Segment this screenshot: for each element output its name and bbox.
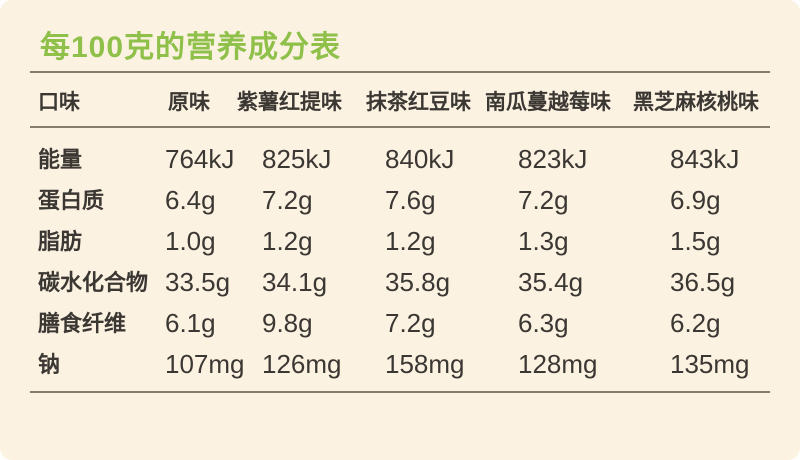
table-body: 能量 764kJ 825kJ 840kJ 823kJ 843kJ 蛋白质 6.4… [0, 128, 800, 385]
cell-value: 36.5g [670, 267, 736, 297]
cell-value: 33.5g [165, 267, 231, 297]
column-header-original: 原味 [168, 91, 210, 114]
cell-value: 1.0g [165, 226, 216, 256]
cell-value: 843kJ [670, 144, 740, 174]
cell-value: 35.8g [385, 267, 451, 297]
table-row-sodium: 钠 107mg 126mg 158mg 128mg 135mg [0, 344, 800, 385]
table-title: 每100克的营养成分表 [40, 31, 342, 64]
row-label: 能量 [38, 147, 83, 172]
cell-value: 7.2g [385, 308, 436, 338]
table-row-dietary-fiber: 膳食纤维 6.1g 9.8g 7.2g 6.3g 6.2g [0, 303, 800, 344]
cell-value: 135mg [670, 349, 750, 379]
cell-value: 158mg [385, 349, 465, 379]
cell-value: 7.6g [385, 185, 436, 215]
cell-value: 6.2g [670, 308, 721, 338]
table-header-row: 口味 原味 紫薯红提味 抹茶红豆味 南瓜蔓越莓味 黑芝麻核桃味 [0, 80, 800, 126]
cell-value: 34.1g [262, 267, 328, 297]
cell-value: 1.2g [262, 226, 313, 256]
cell-value: 764kJ [165, 144, 235, 174]
cell-value: 9.8g [262, 308, 313, 338]
cell-value: 107mg [165, 349, 245, 379]
cell-value: 1.2g [385, 226, 436, 256]
table-row-energy: 能量 764kJ 825kJ 840kJ 823kJ 843kJ [0, 139, 800, 180]
cell-value: 840kJ [385, 144, 455, 174]
divider-header [30, 126, 770, 128]
cell-value: 7.2g [262, 185, 313, 215]
row-label: 碳水化合物 [38, 270, 149, 295]
cell-value: 6.1g [165, 308, 216, 338]
cell-value: 1.5g [670, 226, 721, 256]
column-header-black-sesame-walnut: 黑芝麻核桃味 [633, 91, 759, 114]
cell-value: 1.3g [518, 226, 569, 256]
row-label: 钠 [38, 352, 61, 377]
table-row-fat: 脂肪 1.0g 1.2g 1.2g 1.3g 1.5g [0, 221, 800, 262]
column-header-pumpkin-cranberry: 南瓜蔓越莓味 [485, 91, 611, 114]
cell-value: 825kJ [262, 144, 332, 174]
cell-value: 6.4g [165, 185, 216, 215]
cell-value: 126mg [262, 349, 342, 379]
cell-value: 6.9g [670, 185, 721, 215]
column-header-matcha-red-bean: 抹茶红豆味 [366, 91, 471, 114]
column-header-flavor: 口味 [38, 91, 80, 114]
cell-value: 7.2g [518, 185, 569, 215]
cell-value: 6.3g [518, 308, 569, 338]
column-header-purple-sweet-potato-grape: 紫薯红提味 [237, 91, 342, 114]
divider-bottom [30, 391, 770, 393]
divider-top [30, 71, 770, 73]
row-label: 蛋白质 [38, 188, 105, 213]
cell-value: 128mg [518, 349, 598, 379]
cell-value: 35.4g [518, 267, 584, 297]
row-label: 脂肪 [38, 229, 83, 254]
cell-value: 823kJ [518, 144, 588, 174]
row-label: 膳食纤维 [38, 311, 127, 336]
table-row-carbohydrate: 碳水化合物 33.5g 34.1g 35.8g 35.4g 36.5g [0, 262, 800, 303]
table-row-protein: 蛋白质 6.4g 7.2g 7.6g 7.2g 6.9g [0, 180, 800, 221]
